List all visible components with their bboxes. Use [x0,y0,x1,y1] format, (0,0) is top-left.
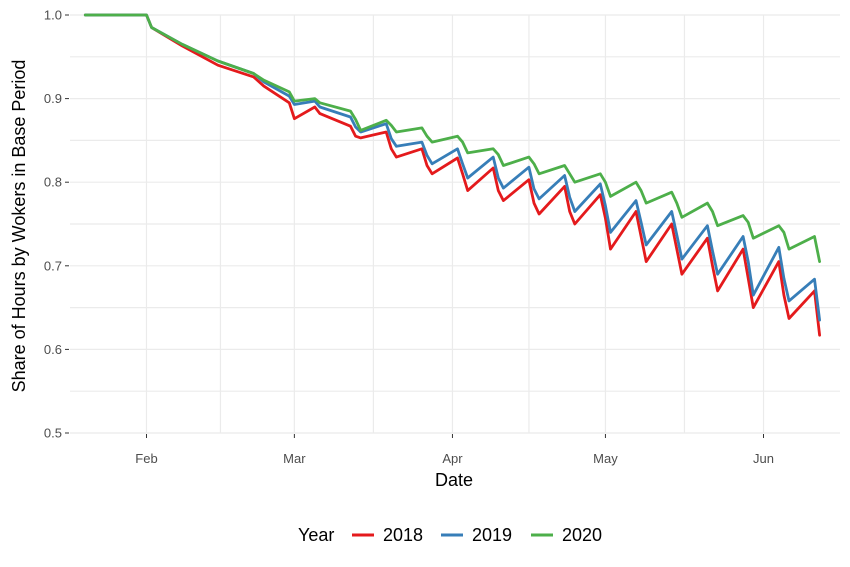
x-tick-label: Jun [753,451,774,466]
y-tick-label: 0.9 [44,91,62,106]
grid-lines [70,14,840,434]
legend-label-2018: 2018 [383,525,423,545]
x-tick-label: Feb [135,451,157,466]
y-tick-label: 0.5 [44,426,62,441]
y-axis-title: Share of Hours by Wokers in Base Period [9,60,29,393]
series-lines [83,13,821,337]
x-tick-label: Mar [283,451,306,466]
y-axis-ticks: 0.5 0.6 0.7 0.8 0.9 1.0 [44,8,69,441]
series-line-2018 [83,13,821,337]
legend-title: Year [298,525,334,545]
y-tick-label: 0.6 [44,342,62,357]
x-tick-label: Apr [442,451,463,466]
x-axis-title: Date [435,470,473,490]
x-tick-label: May [593,451,618,466]
y-tick-label: 1.0 [44,8,62,23]
legend-label-2020: 2020 [562,525,602,545]
series-line-2020 [83,13,821,264]
y-tick-label: 0.7 [44,258,62,273]
legend: Year 2018 2019 2020 [298,525,602,545]
y-tick-label: 0.8 [44,175,62,190]
legend-label-2019: 2019 [472,525,512,545]
x-axis-ticks: Feb Mar Apr May Jun [135,434,774,466]
series-line-2019 [83,13,821,322]
